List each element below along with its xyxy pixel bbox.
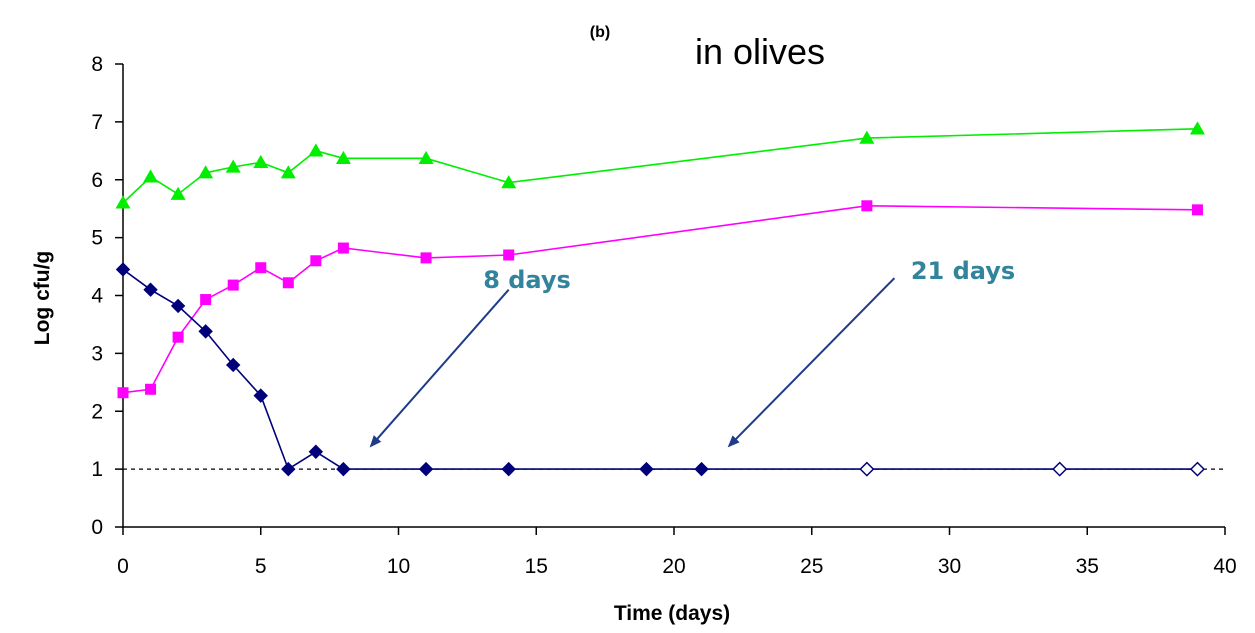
- annotation-arrow: [369, 289, 510, 448]
- data-point-triangle: [280, 165, 296, 179]
- y-axis-title: Log cfu/g: [31, 251, 54, 345]
- data-point-diamond-open: [859, 461, 875, 477]
- panel-label: (b): [590, 24, 610, 41]
- data-point-triangle: [198, 165, 214, 179]
- y-tick-label: 0: [91, 516, 103, 539]
- y-tick-label: 7: [91, 111, 103, 134]
- data-point-diamond: [694, 461, 709, 477]
- annotation-8-days: 8 days: [483, 266, 571, 294]
- data-point-square: [310, 255, 322, 267]
- data-point-triangle: [418, 150, 434, 164]
- data-point-square: [503, 249, 515, 261]
- annotation-21-days: 21 days: [911, 257, 1015, 285]
- data-point-triangle: [1189, 121, 1205, 135]
- data-point-square: [1191, 204, 1203, 216]
- data-point-triangle: [170, 186, 186, 200]
- data-point-diamond: [115, 262, 131, 277]
- y-tick-label: 4: [91, 285, 103, 308]
- series-line-diamond: [122, 268, 1198, 471]
- data-point-diamond: [639, 461, 654, 477]
- data-point-square: [200, 294, 212, 306]
- series-group: [115, 121, 1206, 477]
- data-point-square: [861, 200, 873, 212]
- chart-title: in olives: [695, 31, 825, 72]
- data-point-diamond: [281, 461, 296, 477]
- data-point-triangle: [859, 130, 875, 144]
- data-point-triangle: [253, 154, 269, 169]
- data-point-triangle: [115, 195, 131, 209]
- data-point-triangle: [143, 169, 159, 183]
- y-tick-label: 3: [91, 342, 103, 365]
- data-point-triangle: [501, 175, 517, 189]
- data-point-diamond: [418, 461, 434, 477]
- y-tick-label: 8: [91, 53, 103, 76]
- data-point-triangle: [335, 150, 351, 164]
- y-tick-label: 5: [91, 227, 103, 250]
- data-point-diamond: [170, 298, 186, 314]
- axes: 0 1 2 3 4 5 6 7 8 0 5 10 15 20 25 30 35 40: [91, 53, 1236, 578]
- data-point-square: [117, 387, 129, 399]
- annotations-group: [369, 277, 896, 448]
- data-point-square: [282, 277, 294, 289]
- data-point-diamond: [198, 324, 213, 339]
- data-point-diamond: [336, 461, 351, 477]
- series-line-square: [122, 204, 1198, 394]
- data-point-square: [145, 383, 157, 395]
- x-tick-label: 25: [800, 555, 823, 578]
- data-point-diamond: [253, 388, 268, 403]
- x-tick-label: 30: [938, 555, 961, 578]
- data-point-diamond: [501, 461, 516, 477]
- data-point-square: [172, 331, 184, 343]
- x-tick-label: 0: [117, 555, 129, 578]
- data-point-square: [337, 242, 349, 254]
- data-point-square: [255, 262, 267, 274]
- x-tick-label: 35: [1076, 555, 1099, 578]
- annotation-arrow: [727, 277, 896, 448]
- x-tick-label: 15: [525, 555, 548, 578]
- x-tick-label: 40: [1213, 555, 1236, 578]
- data-point-diamond: [308, 444, 324, 459]
- data-point-diamond: [143, 282, 158, 297]
- series-line-triangle: [122, 128, 1198, 204]
- y-tick-label: 6: [91, 169, 103, 192]
- data-point-diamond-open: [1189, 461, 1206, 477]
- data-point-square: [420, 252, 432, 264]
- y-tick-label: 2: [91, 400, 103, 423]
- data-point-triangle: [308, 143, 324, 157]
- data-point-diamond-open: [1052, 461, 1068, 477]
- x-axis-title: Time (days): [614, 602, 730, 625]
- data-point-diamond: [225, 357, 241, 373]
- x-tick-label: 10: [387, 555, 410, 578]
- x-tick-label: 20: [662, 555, 685, 578]
- y-tick-label: 1: [91, 458, 103, 481]
- data-point-square: [227, 279, 239, 291]
- data-point-triangle: [225, 159, 241, 173]
- x-tick-label: 5: [255, 555, 267, 578]
